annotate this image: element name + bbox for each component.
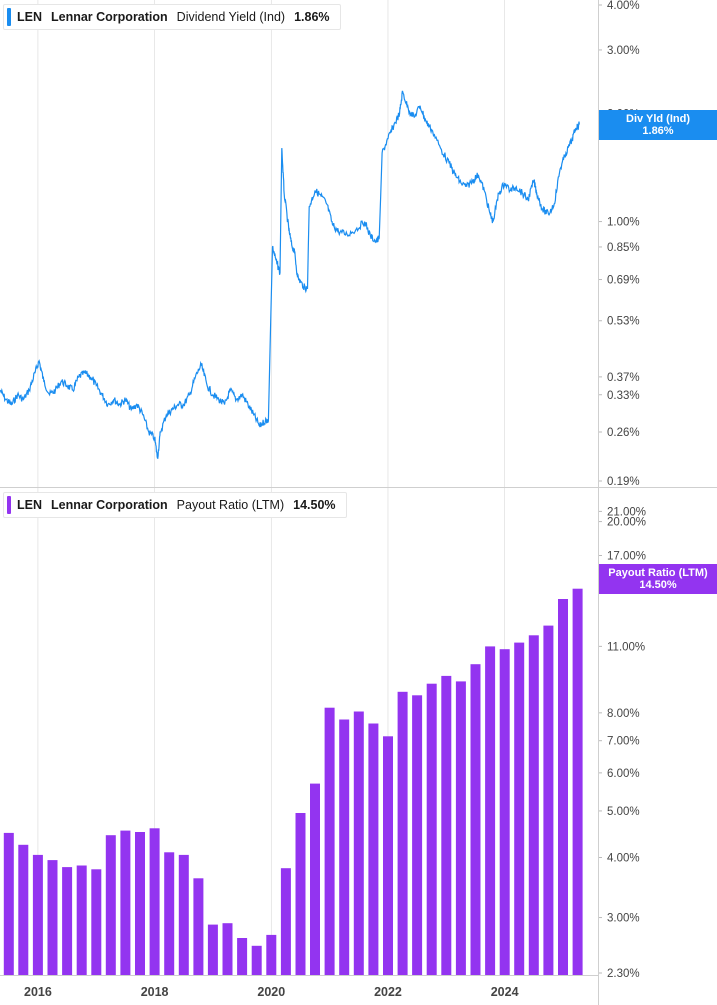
payout-bar [3,832,14,975]
payout-tick-label: 7.00% [607,736,640,748]
yield-tag-value: 1.86% [642,125,674,137]
yield-tick-label: 0.37% [607,372,640,384]
yield-tick-label: 0.19% [607,476,640,488]
payout-bar [120,830,131,975]
payout-legend-company: Lennar Corporation [51,498,168,512]
yield-legend-value: 1.86% [294,10,330,24]
x-axis-label: 2022 [374,985,402,999]
yield-legend-metric: Dividend Yield (Ind) [176,10,286,24]
payout-bar [280,868,291,975]
payout-tick-label: 20.00% [607,517,646,529]
x-axis: 2016 2018 2020 2022 2024 [24,985,519,999]
yield-tag-name: Div Yld (Ind) [626,113,690,125]
yield-value-tag: Div Yld (Ind) 1.86% [599,110,717,140]
payout-tick-label: 4.00% [607,852,640,864]
payout-bar [339,719,350,975]
payout-bar [32,854,43,975]
payout-bar [543,625,554,975]
payout-tick-label: 11.00% [607,641,645,653]
yield-legend: LEN Lennar Corporation Dividend Yield (I… [3,4,341,30]
yield-tick-label: 0.69% [607,275,640,287]
payout-bar [295,813,306,975]
payout-tag-value: 14.50% [639,579,677,591]
payout-bar [62,867,73,975]
yield-tick-label: 0.53% [607,316,640,328]
payout-bar [470,664,481,975]
payout-tick-label: 17.00% [607,551,646,563]
payout-ratio-bars [3,588,583,975]
payout-tick-label: 21.00% [607,506,646,518]
payout-bar [514,642,525,975]
payout-bar [441,675,452,975]
x-axis-label: 2020 [257,985,285,999]
payout-bar [91,869,102,975]
payout-legend-swatch [7,496,11,514]
payout-tag-name: Payout Ratio (LTM) [608,567,708,579]
dividend-yield-line [0,90,580,459]
payout-axis-ticks: 21.00%20.00% 17.00% 11.00% 8.00% 7.00% 6.00% 5… [598,506,646,980]
payout-bar [455,681,466,975]
payout-bar [164,852,175,975]
yield-tick-label: 0.26% [607,427,640,439]
payout-bar [266,934,277,975]
payout-bar [310,783,320,975]
yield-legend-swatch [7,8,11,26]
yield-tick-label: 3.00% [607,45,640,57]
payout-bar [383,736,393,975]
x-axis-label: 2016 [24,985,52,999]
payout-tick-label: 2.30% [607,968,640,980]
yield-tick-label: 4.00% [607,0,640,12]
payout-bar [237,938,248,975]
payout-bar [76,865,87,975]
payout-bar [485,646,496,975]
payout-legend-ticker: LEN [17,498,42,512]
payout-bar [251,945,262,975]
yield-tick-label: 0.33% [607,390,640,402]
payout-bar [222,923,233,975]
payout-bar [207,924,218,975]
payout-tick-label: 3.00% [607,913,640,925]
yield-legend-company: Lennar Corporation [51,10,168,24]
yield-tick-label: 0.85% [607,242,640,254]
yield-legend-ticker: LEN [17,10,42,24]
payout-bar [353,711,364,975]
payout-bar [135,832,145,975]
payout-bar [193,878,204,975]
payout-tick-label: 5.00% [607,806,640,818]
payout-bar [105,835,116,975]
payout-legend-value: 14.50% [293,498,336,512]
x-axis-label: 2024 [491,985,519,999]
payout-legend: LEN Lennar Corporation Payout Ratio (LTM… [3,492,347,518]
payout-bar [18,844,29,975]
payout-bar [426,683,437,975]
payout-bar [178,854,189,975]
payout-bar [412,695,423,975]
payout-bar [149,828,160,975]
payout-bar [528,635,539,975]
payout-bar [324,707,335,975]
payout-value-tag: Payout Ratio (LTM) 14.50% [599,564,717,594]
payout-tick-label: 6.00% [607,768,640,780]
yield-axis-ticks: 4.00%3.00%2.00%1.00%0.85%0.69%0.53%0.37%… [598,0,640,488]
payout-bar [47,860,58,975]
yield-tick-label: 1.00% [607,217,640,229]
payout-tick-label: 8.00% [607,708,640,720]
payout-bar [572,588,583,975]
payout-bar [499,649,510,975]
payout-bar [558,599,568,975]
payout-legend-metric: Payout Ratio (LTM) [176,498,285,512]
x-axis-label: 2018 [141,985,169,999]
payout-bar [368,723,379,975]
payout-bar [397,691,408,975]
